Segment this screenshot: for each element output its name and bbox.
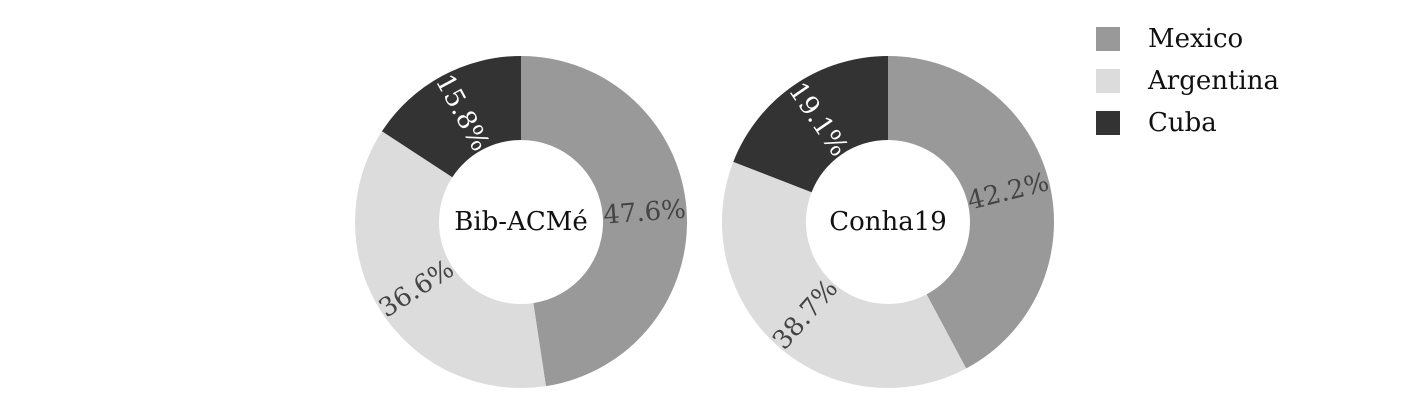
slice-cuba-conha19 xyxy=(733,56,888,193)
slice-argentina-conha19 xyxy=(722,161,967,388)
legend-swatch-argentina xyxy=(1096,69,1120,93)
legend-item-mexico: Mexico xyxy=(1096,18,1279,60)
legend: Mexico Argentina Cuba xyxy=(1096,18,1279,144)
center-label-bib-acm: Bib-ACMé xyxy=(454,207,588,237)
legend-item-cuba: Cuba xyxy=(1096,102,1279,144)
slice-argentina-bib-acm xyxy=(355,131,546,389)
legend-swatch-cuba xyxy=(1096,111,1120,135)
slice-cuba-bib-acm xyxy=(381,56,521,178)
slice-mexico-bib-acm xyxy=(521,56,687,387)
legend-item-argentina: Argentina xyxy=(1096,60,1279,102)
legend-label-argentina: Argentina xyxy=(1148,66,1279,96)
center-label-conha19: Conha19 xyxy=(829,207,947,237)
legend-swatch-mexico xyxy=(1096,27,1120,51)
donut-bib-acm: 47.6%36.6%15.8%Bib-ACMé xyxy=(355,56,687,389)
donut-conha19: 42.2%38.7%19.1%Conha19 xyxy=(722,56,1054,388)
legend-label-cuba: Cuba xyxy=(1148,108,1217,138)
legend-label-mexico: Mexico xyxy=(1148,24,1244,54)
slice-mexico-conha19 xyxy=(888,56,1054,369)
slice-label-mexico-bib-acm: 47.6% xyxy=(602,195,687,231)
